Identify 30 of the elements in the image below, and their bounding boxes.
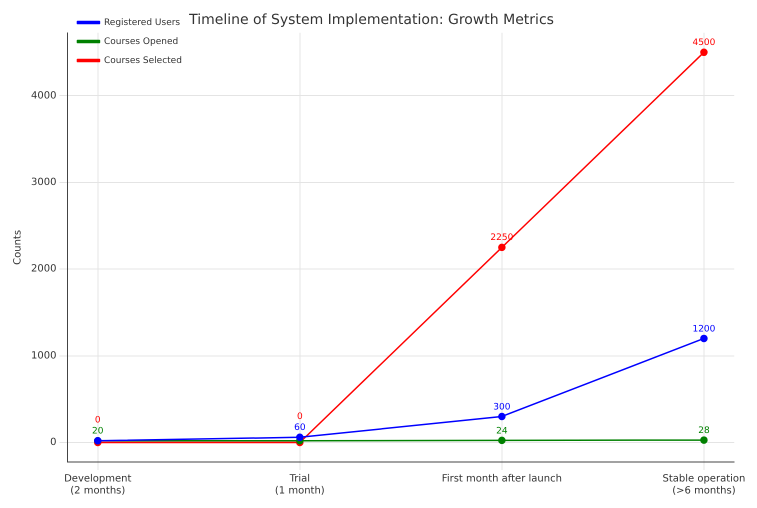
y-tick-label: 1000 [30, 350, 56, 362]
data-label: 20 [92, 426, 104, 437]
chart-title: Timeline of System Implementation: Growth Metrics [188, 12, 554, 28]
point [498, 244, 506, 252]
y-tick-label: 4000 [30, 90, 56, 102]
x-tick-label: Development (2 months) [64, 474, 132, 497]
x-tick-label: Stable operation (>6 months) [662, 474, 746, 497]
legend-label: Registered Users [104, 18, 180, 28]
x-tick-label: Trial (1 month) [274, 474, 325, 497]
y-tick-label: 3000 [30, 176, 56, 188]
legend-label: Courses Opened [104, 36, 178, 47]
point [498, 436, 506, 444]
legend-label: Courses Selected [104, 56, 182, 66]
data-label: 60 [294, 423, 306, 434]
data-label: 24 [496, 426, 508, 436]
data-label: 0 [94, 416, 101, 426]
y-tick-label: 0 [50, 437, 56, 448]
x-tick-label: First month after launch [442, 474, 562, 485]
point [700, 436, 708, 444]
point [700, 334, 708, 342]
data-label: 300 [493, 402, 511, 412]
data-label: 4500 [692, 38, 716, 48]
y-axis-title: Counts [12, 230, 24, 265]
data-label: 28 [698, 426, 710, 436]
data-label: 0 [296, 412, 303, 422]
point [700, 48, 708, 56]
y-tick-label: 2000 [30, 264, 56, 275]
data-label: 1200 [692, 324, 716, 334]
point [296, 434, 304, 442]
point [498, 412, 506, 420]
